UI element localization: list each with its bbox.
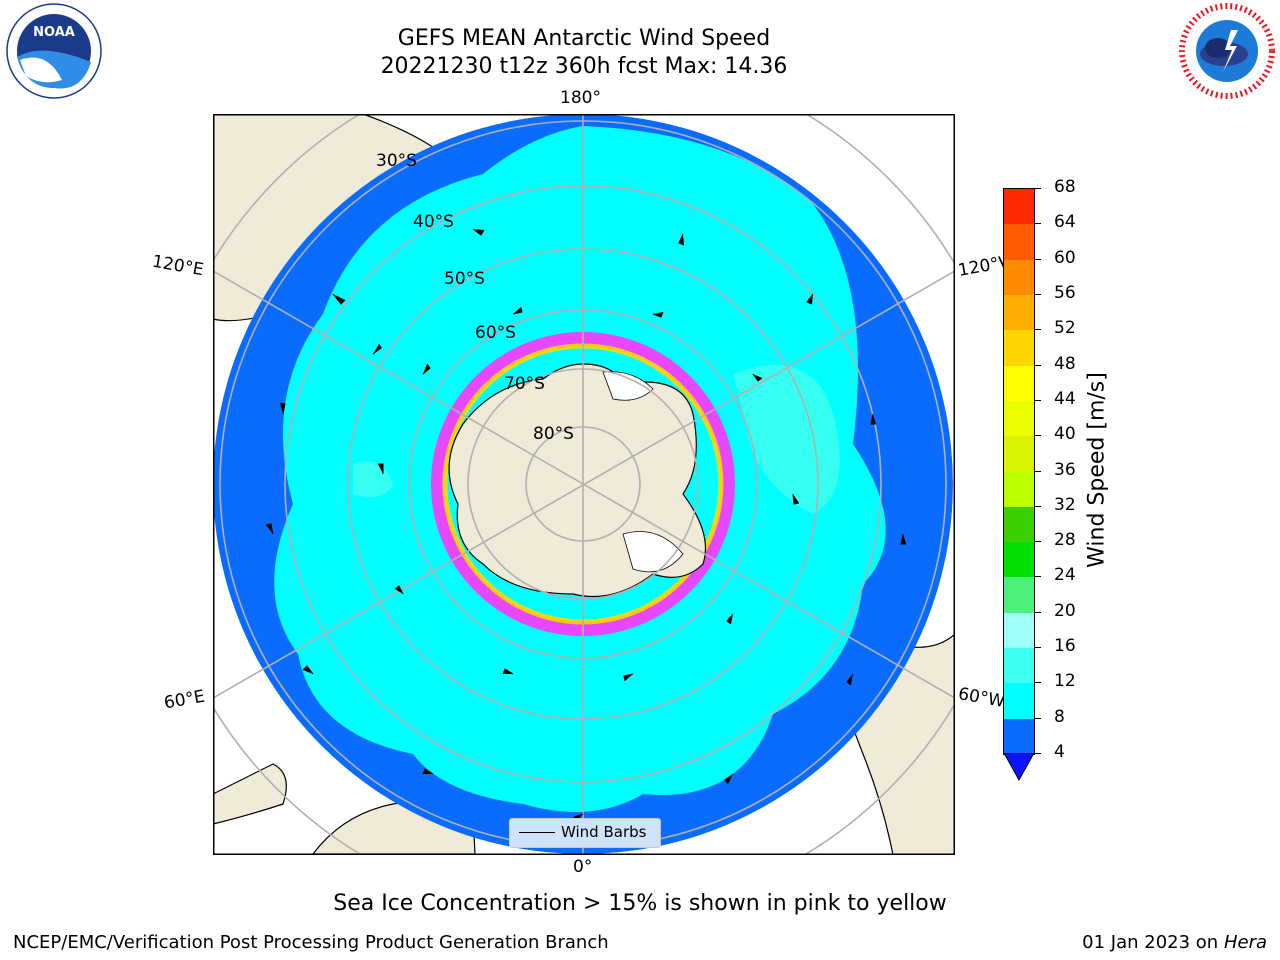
colorbar-tick-label: 68 xyxy=(1054,177,1076,197)
lat-label-50s: 50°S xyxy=(444,269,485,289)
sea-ice-note: Sea Ice Concentration > 15% is shown in … xyxy=(333,891,947,916)
colorbar-tick-label: 60 xyxy=(1054,247,1076,268)
colorbar-tick-mark xyxy=(1034,541,1041,543)
noaa-wordmark: NOAA xyxy=(33,25,75,40)
colorbar-segments xyxy=(1004,189,1034,754)
lon-label-120e: 120°E xyxy=(150,251,206,281)
colorbar-segment xyxy=(1004,436,1034,472)
colorbar-segment xyxy=(1004,612,1034,649)
colorbar-tick-label: 28 xyxy=(1054,530,1076,551)
colorbar-segment xyxy=(1004,294,1034,331)
colorbar-tick-mark xyxy=(1034,435,1041,437)
colorbar-segment xyxy=(1004,471,1034,507)
ross-ice-shelf xyxy=(602,371,654,401)
colorbar-segment xyxy=(1004,259,1034,295)
colorbar-tick-mark xyxy=(1034,293,1041,295)
colorbar-tick-label: 36 xyxy=(1054,459,1076,480)
colorbar-tick-mark xyxy=(1034,576,1041,578)
colorbar-tick-label: 8 xyxy=(1054,706,1065,727)
footer-credit: NCEP/EMC/Verification Post Processing Pr… xyxy=(13,932,609,953)
colorbar-tick-mark xyxy=(1034,223,1041,225)
colorbar-segment xyxy=(1004,542,1034,578)
colorbar-tick-label: 52 xyxy=(1054,318,1076,339)
footer-machine: Hera xyxy=(1223,932,1267,953)
chart-title: GEFS MEAN Antarctic Wind Speed xyxy=(397,26,771,51)
colorbar-tick-mark xyxy=(1034,258,1041,260)
colorbar-tick-mark xyxy=(1034,470,1041,472)
colorbar-segment xyxy=(1004,683,1034,719)
colorbar-label: Wind Speed [m/s] xyxy=(1084,372,1110,568)
colorbar-tick-label: 44 xyxy=(1054,388,1076,409)
colorbar-tick-mark xyxy=(1034,505,1041,507)
colorbar-tick-label: 24 xyxy=(1054,565,1076,586)
colorbar-tick-mark xyxy=(1034,753,1041,754)
lat-label-40s: 40°S xyxy=(413,212,454,232)
colorbar-tick-mark xyxy=(1034,364,1041,366)
colorbar-tick-label: 12 xyxy=(1054,671,1076,692)
footer-date: 01 Jan 2023 on Hera xyxy=(1082,932,1267,953)
colorbar-tick-label: 20 xyxy=(1054,600,1076,621)
antarctic-wind-map xyxy=(213,114,955,855)
colorbar-extend-arrow xyxy=(1003,753,1035,781)
nws-logo xyxy=(1179,3,1275,99)
colorbar-tick-mark xyxy=(1034,329,1041,331)
colorbar-segment xyxy=(1004,330,1034,366)
colorbar-tick-mark xyxy=(1034,647,1041,649)
colorbar-tick-label: 48 xyxy=(1054,353,1076,374)
map-legend: Wind Barbs xyxy=(509,818,661,848)
noaa-logo: NOAA xyxy=(6,3,102,99)
colorbar xyxy=(1003,188,1035,755)
colorbar-tick-mark xyxy=(1034,188,1041,189)
footer-date-text: 01 Jan 2023 on xyxy=(1082,932,1224,953)
legend-label: Wind Barbs xyxy=(561,823,647,841)
lon-label-60w: 60°W xyxy=(956,684,1007,712)
colorbar-segment xyxy=(1004,400,1034,437)
map-frame xyxy=(213,114,955,855)
colorbar-tick-label: 56 xyxy=(1054,282,1076,303)
colorbar-segment xyxy=(1004,648,1034,684)
colorbar-segment xyxy=(1004,718,1034,754)
colorbar-segment xyxy=(1004,189,1034,225)
lon-label-180: 180° xyxy=(560,88,601,108)
colorbar-segment xyxy=(1004,506,1034,543)
legend-line-swatch xyxy=(519,832,555,833)
colorbar-tick-mark xyxy=(1034,611,1041,613)
colorbar-segment xyxy=(1004,365,1034,401)
colorbar-tick-label: 64 xyxy=(1054,212,1076,233)
chart-subtitle: 20221230 t12z 360h fcst Max: 14.36 xyxy=(380,54,788,79)
colorbar-segment xyxy=(1004,224,1034,260)
lon-label-0: 0° xyxy=(573,857,593,877)
colorbar-tick-label: 4 xyxy=(1054,742,1065,762)
colorbar-segment xyxy=(1004,577,1034,613)
lat-label-30s: 30°S xyxy=(376,151,417,171)
colorbar-tick-label: 40 xyxy=(1054,424,1076,445)
lat-label-80s: 80°S xyxy=(533,424,574,444)
lat-label-60s: 60°S xyxy=(475,323,516,343)
colorbar-tick-label: 16 xyxy=(1054,636,1076,657)
colorbar-tick-mark xyxy=(1034,717,1041,719)
lon-label-60e: 60°E xyxy=(162,686,207,714)
colorbar-tick-label: 32 xyxy=(1054,494,1076,515)
colorbar-tick-mark xyxy=(1034,399,1041,401)
wind-barbs xyxy=(265,228,906,823)
lat-label-70s: 70°S xyxy=(504,374,545,394)
colorbar-tick-mark xyxy=(1034,682,1041,684)
